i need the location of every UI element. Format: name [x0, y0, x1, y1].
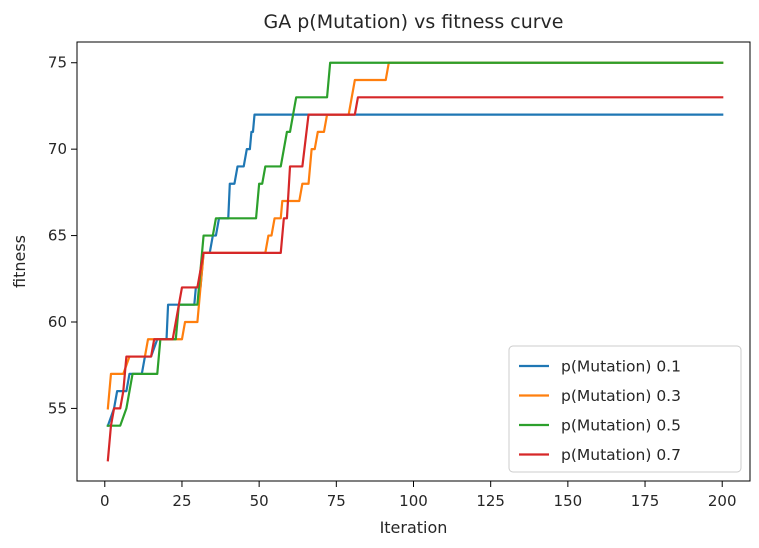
- x-tick-label: 125: [476, 492, 505, 510]
- x-axis-label: Iteration: [380, 518, 448, 537]
- legend-entry-label: p(Mutation) 0.5: [561, 417, 681, 435]
- x-tick-label: 50: [250, 492, 269, 510]
- chart-title: GA p(Mutation) vs fitness curve: [263, 11, 563, 33]
- x-tick-label: 25: [172, 492, 191, 510]
- y-tick-label: 75: [48, 54, 67, 72]
- legend-entry-label: p(Mutation) 0.1: [561, 358, 681, 376]
- legend-entry-label: p(Mutation) 0.3: [561, 387, 681, 405]
- series-line-4: [106, 96, 724, 462]
- y-tick-label: 55: [48, 399, 67, 417]
- legend-entry-label: p(Mutation) 0.7: [561, 446, 681, 464]
- x-tick-label: 0: [100, 492, 110, 510]
- x-tick-label: 100: [399, 492, 428, 510]
- y-axis-label: fitness: [10, 235, 29, 288]
- x-tick-label: 200: [708, 492, 737, 510]
- legend-box: [508, 345, 742, 473]
- x-tick-label: 75: [327, 492, 346, 510]
- y-tick-label: 65: [48, 227, 67, 245]
- y-tick-label: 70: [48, 140, 67, 158]
- series-line-3: [106, 61, 724, 427]
- y-tick-label: 60: [48, 313, 67, 331]
- x-axis-ticks: 0 25 50 75 100 125 150 175 200: [100, 481, 737, 510]
- series-layer: [106, 61, 724, 462]
- x-tick-label: 150: [554, 492, 583, 510]
- x-tick-label: 175: [631, 492, 660, 510]
- legend: p(Mutation) 0.1 p(Mutation) 0.3 p(Mutation…: [508, 345, 742, 473]
- y-axis-ticks: 55 60 65 70 75: [48, 54, 77, 417]
